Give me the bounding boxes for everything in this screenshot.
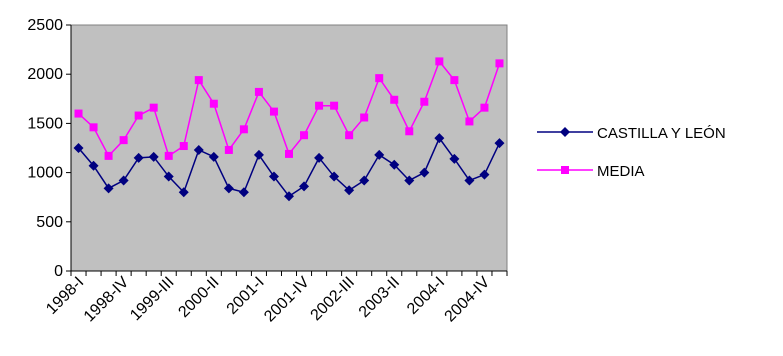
x-tick-label: 1999-III (127, 274, 177, 324)
data-point (390, 95, 399, 104)
data-point (178, 187, 189, 198)
data-point (494, 138, 505, 149)
data-point (103, 183, 114, 194)
x-tick-label: 1998-I (43, 274, 87, 318)
data-point (329, 171, 340, 182)
data-point (420, 97, 429, 106)
data-point (299, 181, 310, 192)
y-tick-label: 0 (54, 263, 63, 280)
data-point (480, 103, 489, 112)
data-point (284, 191, 294, 202)
y-tick-label: 1500 (27, 115, 63, 132)
data-point (404, 175, 415, 186)
data-point (434, 133, 445, 144)
data-point (193, 144, 204, 155)
x-tick-label: 2001-I (224, 274, 268, 318)
series-0 (73, 133, 505, 202)
data-point (419, 167, 430, 178)
data-point (134, 111, 143, 120)
series-1 (74, 57, 504, 160)
data-point (148, 151, 159, 162)
data-point (450, 76, 459, 85)
x-tick-label: 2004-IV (442, 274, 494, 326)
data-point (465, 117, 474, 126)
y-axis: 0 500 1000 1500 2000 2500 (27, 17, 72, 280)
series-layer (73, 57, 505, 202)
data-point (119, 136, 128, 145)
data-point (344, 185, 355, 196)
legend-marker (561, 166, 569, 174)
x-tick-label: 2004-I (404, 274, 448, 318)
y-tick-label: 1000 (27, 165, 63, 182)
legend-marker (560, 127, 570, 137)
data-point (315, 101, 324, 110)
legend-item-0: CASTILLA Y LEÓN (537, 125, 726, 142)
data-point (389, 159, 400, 170)
data-point (268, 171, 279, 182)
data-point (164, 151, 173, 160)
data-point (345, 131, 354, 140)
data-point (479, 169, 490, 180)
data-point (118, 175, 129, 186)
x-tick-label: 2001-IV (261, 274, 313, 326)
legend: CASTILLA Y LEÓN MEDIA (537, 125, 726, 180)
data-point (179, 142, 188, 151)
data-point (285, 149, 293, 158)
data-point (300, 131, 309, 140)
data-point (269, 107, 278, 116)
data-point (495, 59, 504, 68)
x-tick-label: 2003-II (356, 274, 403, 321)
y-tick-label: 2000 (27, 66, 63, 83)
legend-item-1: MEDIA (537, 163, 645, 180)
data-point (104, 151, 113, 160)
data-point (239, 125, 248, 134)
data-point (223, 183, 234, 194)
data-point (149, 103, 158, 112)
data-point (435, 57, 444, 66)
data-point (405, 127, 414, 136)
data-point (133, 152, 144, 163)
data-point (89, 123, 98, 132)
data-point (375, 74, 384, 83)
data-point (209, 99, 218, 108)
data-point (163, 171, 174, 182)
data-point (374, 149, 385, 160)
legend-label: CASTILLA Y LEÓN (597, 125, 726, 142)
data-point (238, 187, 249, 198)
y-tick-label: 500 (36, 214, 63, 231)
data-point (224, 145, 233, 154)
data-point (208, 151, 219, 162)
data-point (449, 153, 460, 164)
data-point (314, 152, 325, 163)
data-point (73, 143, 84, 153)
data-point (360, 113, 369, 122)
x-tick-label: 2002-III (308, 274, 358, 324)
legend-label: MEDIA (597, 163, 645, 180)
x-tick-label: 2000-II (175, 274, 222, 321)
data-point (88, 160, 99, 171)
data-point (464, 175, 475, 186)
data-point (330, 101, 339, 110)
data-point (253, 149, 264, 160)
data-point (359, 175, 370, 186)
data-point (194, 76, 203, 85)
x-tick-label: 1998-IV (81, 274, 133, 326)
y-tick-label: 2500 (27, 17, 63, 34)
data-point (74, 109, 83, 118)
data-point (254, 87, 263, 96)
